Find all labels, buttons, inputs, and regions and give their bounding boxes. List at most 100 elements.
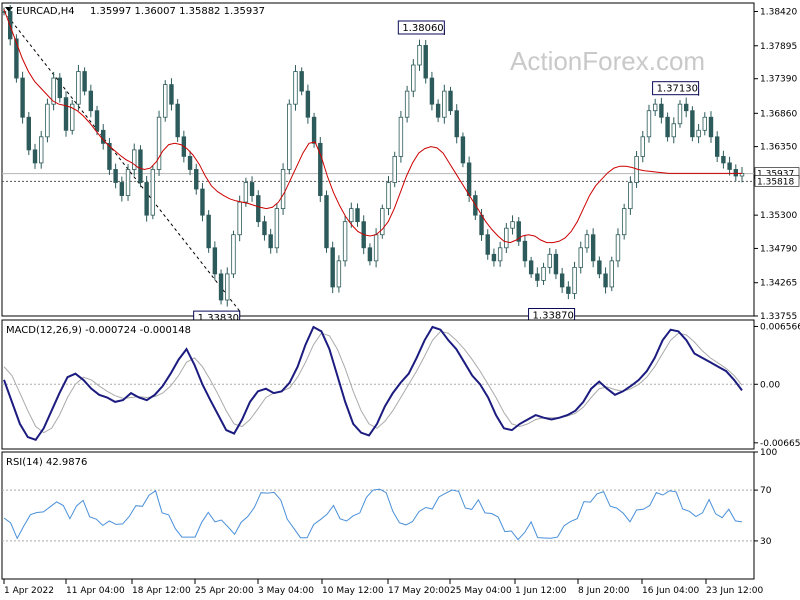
price-tick-label: 1.37390 — [760, 75, 797, 85]
candle-body — [522, 240, 528, 262]
price-tick-label: 1.34790 — [760, 244, 797, 254]
candle-body — [57, 77, 63, 99]
candle-body — [435, 103, 441, 118]
candle-body — [541, 266, 546, 281]
candle-body — [652, 103, 658, 112]
candle-body — [237, 201, 242, 236]
candle-body — [14, 38, 19, 79]
candle-body — [646, 110, 652, 138]
candle-body — [355, 208, 360, 223]
price-tick-label: 1.36350 — [760, 143, 797, 153]
candle-body — [696, 129, 701, 138]
candle-body — [590, 234, 596, 262]
candle-body — [20, 77, 25, 118]
rsi-tick-label: 100 — [760, 448, 777, 458]
candle-body — [206, 214, 211, 249]
candle-body — [293, 71, 298, 105]
time-tick-label: 8 Jun 20:00 — [578, 586, 630, 596]
candle-body — [690, 110, 695, 138]
price-axis: 1.38420 1.37895 1.37390 1.36860 1.36350 1.353… — [754, 7, 800, 322]
candle-body — [88, 90, 94, 112]
candle-body — [212, 247, 218, 275]
candle-body — [287, 103, 292, 170]
rsi-panel-frame — [1, 451, 755, 580]
candle-body — [70, 103, 75, 131]
candle-body — [609, 260, 614, 288]
time-tick-label: 10 May 12:00 — [322, 586, 384, 596]
candle-body — [665, 116, 670, 138]
dropdown-triangle-icon[interactable] — [5, 7, 13, 12]
price-panel-frame — [1, 2, 755, 317]
time-axis: 1 Apr 2022 11 Apr 04:00 18 Apr 12:00 25 Apr… — [3, 579, 763, 596]
candle-body — [491, 253, 497, 262]
candle-body — [727, 162, 732, 170]
macd-series-macd — [3, 325, 743, 441]
candle-body — [714, 136, 720, 157]
candle-body — [429, 77, 435, 105]
candle-body — [553, 253, 559, 275]
candle-body — [349, 208, 354, 223]
candle-body — [367, 247, 373, 262]
candle-body — [194, 169, 199, 190]
candle-body — [32, 149, 38, 164]
candle-body — [336, 260, 342, 288]
time-tick-label: 16 Jun 04:00 — [642, 586, 699, 596]
time-tick-label: 25 May 04:00 — [450, 586, 512, 596]
candle-body — [225, 273, 230, 301]
candle-body — [150, 169, 156, 216]
annotation-label: 1.33870 — [533, 310, 574, 321]
candle-body — [671, 123, 676, 138]
macd-title: MACD(12,26,9) -0.000724 -0.000148 — [6, 325, 191, 336]
price-tick-label: 1.38420 — [760, 7, 797, 17]
candle-body — [454, 110, 459, 138]
ohlc-label: 1.35997 1.36007 1.35882 1.35937 — [90, 6, 265, 17]
candle-body — [26, 116, 32, 151]
candle-body — [392, 155, 397, 183]
candle-body — [516, 221, 521, 242]
watermark: ActionForex.com — [510, 46, 705, 76]
candle-body — [404, 90, 410, 118]
candle-body — [76, 71, 81, 105]
candle-body — [63, 97, 69, 131]
candle-body — [373, 234, 379, 262]
candle-body — [163, 84, 168, 118]
candle-body — [485, 234, 490, 255]
rsi-series — [2, 488, 754, 542]
time-tick-label: 25 Apr 20:00 — [195, 586, 254, 596]
candle-body — [578, 247, 583, 268]
macd-tick-label: 0.00 — [760, 380, 780, 390]
candle-body — [479, 214, 484, 236]
candle-body — [299, 71, 304, 92]
candle-body — [615, 234, 621, 262]
candle-body — [528, 260, 534, 275]
candle-body — [733, 169, 738, 177]
candle-body — [138, 149, 143, 183]
candle-body — [566, 286, 571, 294]
candle-body — [497, 247, 503, 262]
time-tick-label: 17 May 20:00 — [388, 586, 450, 596]
symbol-label: EURCAD,H4 — [16, 6, 75, 17]
candle-body — [411, 64, 416, 92]
annotation-box — [397, 20, 445, 35]
candle-body — [200, 188, 205, 216]
candle-body — [628, 182, 633, 210]
candle-body — [268, 234, 273, 249]
candle-body — [82, 71, 87, 92]
candle-body — [504, 227, 509, 249]
annotation-label: 1.37130 — [657, 84, 698, 95]
candle-body — [559, 273, 565, 288]
candle-body — [249, 182, 255, 196]
support-price-tag-label: 1.35818 — [757, 177, 794, 187]
candle-body — [311, 116, 317, 144]
time-tick-label: 11 Apr 04:00 — [66, 586, 125, 596]
time-tick-label: 1 Jun 12:00 — [515, 586, 567, 596]
macd-tick-label: -0.00665 — [760, 439, 800, 449]
candle-body — [417, 45, 422, 66]
candle-body — [466, 162, 472, 196]
rsi-series-line — [3, 488, 743, 541]
candle-body — [386, 182, 391, 210]
macd-series-signal — [3, 330, 743, 434]
time-tick-label: 18 Apr 12:00 — [132, 586, 191, 596]
price-tick-label: 1.33755 — [760, 312, 797, 322]
candle-body — [721, 155, 726, 164]
